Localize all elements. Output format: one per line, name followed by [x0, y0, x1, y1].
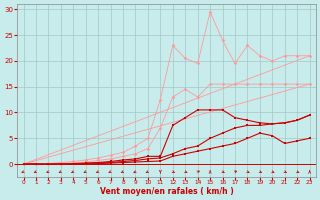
- X-axis label: Vent moyen/en rafales ( km/h ): Vent moyen/en rafales ( km/h ): [100, 187, 234, 196]
